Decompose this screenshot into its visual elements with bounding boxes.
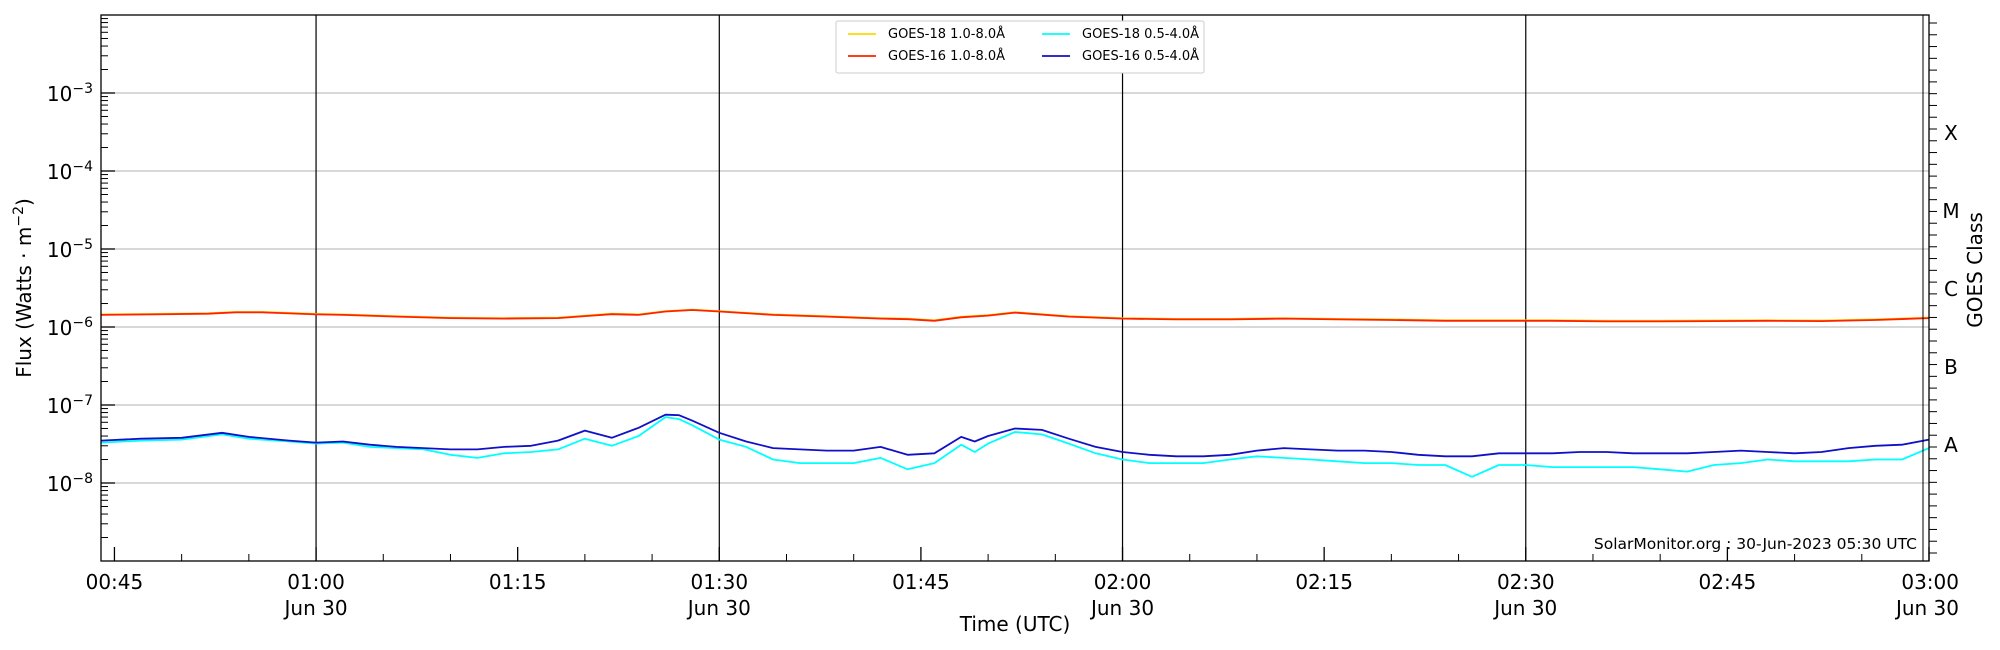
series-line bbox=[100, 309, 1930, 323]
x-tick-date-label: Jun 30 bbox=[1492, 596, 1557, 620]
y-tick-base: 10 bbox=[47, 82, 72, 106]
y-tick-label: 10−4 bbox=[47, 159, 93, 184]
series-line bbox=[100, 416, 1930, 478]
x-tick-label: 02:45 bbox=[1699, 570, 1757, 594]
x-tick-label: 01:45 bbox=[892, 570, 950, 594]
y-axis-title-main: Flux (Watts · m bbox=[12, 227, 36, 378]
y-tick-exponent: −4 bbox=[72, 159, 93, 175]
y-tick-base: 10 bbox=[47, 160, 72, 184]
legend-label: GOES-16 0.5-4.0Å bbox=[1082, 48, 1199, 64]
x-axis-title: Time (UTC) bbox=[959, 612, 1071, 636]
goes-class-label: C bbox=[1944, 277, 1958, 301]
credit-text: SolarMonitor.org : 30-Jun-2023 05:30 UTC bbox=[1594, 535, 1917, 553]
x-tick-label: 01:00 bbox=[287, 570, 345, 594]
goes-class-label: A bbox=[1944, 433, 1958, 457]
y-tick-label: 10−8 bbox=[47, 471, 93, 496]
legend: GOES-18 1.0-8.0Å GOES-16 1.0-8.0Å GOES-18 … bbox=[835, 20, 1205, 74]
series-line bbox=[100, 413, 1930, 458]
y-tick-base: 10 bbox=[47, 316, 72, 340]
x-tick-label: 01:30 bbox=[690, 570, 748, 594]
y-tick-exponent: −7 bbox=[72, 393, 93, 409]
plot-frame bbox=[100, 14, 1930, 562]
y-tick-exponent: −8 bbox=[72, 471, 93, 487]
y-tick-exponent: −6 bbox=[72, 315, 93, 331]
axis-ticks bbox=[101, 15, 1937, 561]
y-axis-title-exponent: −2 bbox=[11, 206, 27, 227]
y-tick-label: 10−7 bbox=[47, 393, 93, 418]
x-tick-label: 01:15 bbox=[489, 570, 547, 594]
y-tick-label: 10−6 bbox=[47, 315, 93, 340]
y-axis-title: Flux (Watts · m−2) bbox=[11, 198, 36, 378]
legend-label: GOES-16 1.0-8.0Å bbox=[888, 48, 1005, 64]
y-tick-label: 10−3 bbox=[47, 81, 93, 106]
x-tick-label: 02:00 bbox=[1094, 570, 1152, 594]
goes-class-label: M bbox=[1942, 199, 1959, 223]
series-lines bbox=[100, 308, 1930, 478]
y-tick-base: 10 bbox=[47, 394, 72, 418]
y-tick-exponent: −5 bbox=[72, 237, 93, 253]
goes-class-label: X bbox=[1944, 121, 1958, 145]
y-tick-base: 10 bbox=[47, 472, 72, 496]
goes-class-axis-title: GOES Class bbox=[1963, 212, 1987, 328]
legend-label: GOES-18 0.5-4.0Å bbox=[1082, 26, 1199, 42]
y-tick-label: 10−5 bbox=[47, 237, 93, 262]
x-tick-label: 03:00 bbox=[1901, 570, 1959, 594]
goes-class-label: B bbox=[1944, 355, 1958, 379]
y-axis-title-close: ) bbox=[12, 198, 36, 206]
grid-lines bbox=[101, 92, 1929, 484]
x-tick-date-label: Jun 30 bbox=[283, 596, 348, 620]
day-separator-lines bbox=[315, 15, 1527, 561]
y-tick-exponent: −3 bbox=[72, 81, 93, 97]
legend-box bbox=[835, 20, 1205, 74]
y-tick-base: 10 bbox=[47, 238, 72, 262]
x-tick-date-label: Jun 30 bbox=[1894, 596, 1959, 620]
x-tick-date-label: Jun 30 bbox=[686, 596, 751, 620]
x-tick-label: 02:30 bbox=[1497, 570, 1555, 594]
x-tick-date-label: Jun 30 bbox=[1089, 596, 1154, 620]
x-tick-label: 02:15 bbox=[1295, 570, 1353, 594]
legend-label: GOES-18 1.0-8.0Å bbox=[888, 26, 1005, 42]
x-tick-label: 00:45 bbox=[86, 570, 144, 594]
